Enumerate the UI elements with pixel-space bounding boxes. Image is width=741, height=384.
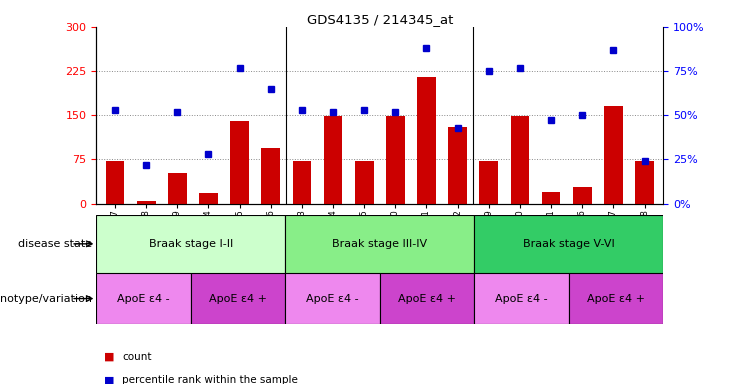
Bar bbox=[479, 161, 498, 204]
Bar bbox=[635, 161, 654, 204]
Text: Braak stage I-II: Braak stage I-II bbox=[149, 239, 233, 249]
Text: ApoE ε4 +: ApoE ε4 + bbox=[209, 293, 267, 304]
Bar bbox=[293, 161, 311, 204]
Text: ■: ■ bbox=[104, 352, 114, 362]
Bar bbox=[355, 161, 373, 204]
Bar bbox=[569, 273, 663, 324]
Text: ApoE ε4 +: ApoE ε4 + bbox=[587, 293, 645, 304]
Text: ApoE ε4 +: ApoE ε4 + bbox=[398, 293, 456, 304]
Bar bbox=[262, 147, 280, 204]
Bar bbox=[474, 215, 663, 273]
Text: genotype/variation: genotype/variation bbox=[0, 293, 93, 304]
Bar bbox=[96, 215, 285, 273]
Bar bbox=[573, 187, 591, 204]
Text: disease state: disease state bbox=[19, 239, 93, 249]
Text: ApoE ε4 -: ApoE ε4 - bbox=[495, 293, 548, 304]
Bar bbox=[511, 116, 529, 204]
Text: ■: ■ bbox=[104, 375, 114, 384]
Bar bbox=[96, 273, 191, 324]
Bar bbox=[137, 200, 156, 204]
Bar bbox=[324, 116, 342, 204]
Bar bbox=[386, 116, 405, 204]
Bar bbox=[199, 193, 218, 204]
Bar bbox=[542, 192, 560, 204]
Text: ApoE ε4 -: ApoE ε4 - bbox=[306, 293, 359, 304]
Bar bbox=[474, 273, 569, 324]
Bar bbox=[379, 273, 474, 324]
Text: Braak stage V-VI: Braak stage V-VI bbox=[523, 239, 614, 249]
Text: percentile rank within the sample: percentile rank within the sample bbox=[122, 375, 298, 384]
Bar bbox=[168, 173, 187, 204]
Text: ApoE ε4 -: ApoE ε4 - bbox=[117, 293, 170, 304]
Bar bbox=[230, 121, 249, 204]
Bar bbox=[604, 106, 622, 204]
Bar bbox=[285, 215, 474, 273]
Title: GDS4135 / 214345_at: GDS4135 / 214345_at bbox=[307, 13, 453, 26]
Bar bbox=[285, 273, 379, 324]
Bar bbox=[417, 77, 436, 204]
Text: count: count bbox=[122, 352, 152, 362]
Bar bbox=[106, 161, 124, 204]
Bar bbox=[448, 127, 467, 204]
Bar bbox=[191, 273, 285, 324]
Text: Braak stage III-IV: Braak stage III-IV bbox=[332, 239, 428, 249]
